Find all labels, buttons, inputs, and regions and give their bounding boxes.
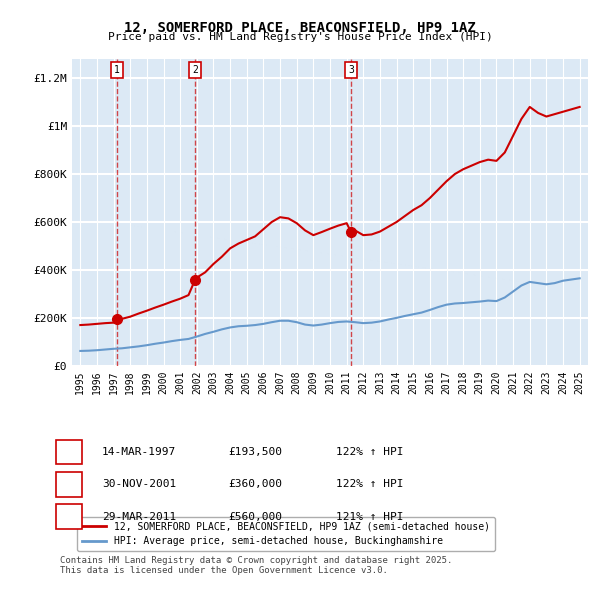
Text: 1: 1 bbox=[65, 447, 73, 457]
Text: 2: 2 bbox=[65, 480, 73, 489]
Text: 29-MAR-2011: 29-MAR-2011 bbox=[102, 512, 176, 522]
Text: 30-NOV-2001: 30-NOV-2001 bbox=[102, 480, 176, 489]
Legend: 12, SOMERFORD PLACE, BEACONSFIELD, HP9 1AZ (semi-detached house), HPI: Average p: 12, SOMERFORD PLACE, BEACONSFIELD, HP9 1… bbox=[77, 517, 494, 551]
Text: 2: 2 bbox=[192, 65, 198, 75]
Text: £193,500: £193,500 bbox=[228, 447, 282, 457]
Text: 14-MAR-1997: 14-MAR-1997 bbox=[102, 447, 176, 457]
Text: 122% ↑ HPI: 122% ↑ HPI bbox=[336, 480, 404, 489]
Text: 3: 3 bbox=[65, 512, 73, 522]
Text: £360,000: £360,000 bbox=[228, 480, 282, 489]
Text: 12, SOMERFORD PLACE, BEACONSFIELD, HP9 1AZ: 12, SOMERFORD PLACE, BEACONSFIELD, HP9 1… bbox=[124, 21, 476, 35]
Text: Price paid vs. HM Land Registry's House Price Index (HPI): Price paid vs. HM Land Registry's House … bbox=[107, 32, 493, 42]
Text: 1: 1 bbox=[114, 65, 120, 75]
Text: 121% ↑ HPI: 121% ↑ HPI bbox=[336, 512, 404, 522]
Text: 122% ↑ HPI: 122% ↑ HPI bbox=[336, 447, 404, 457]
Text: 3: 3 bbox=[348, 65, 354, 75]
Text: £560,000: £560,000 bbox=[228, 512, 282, 522]
Text: Contains HM Land Registry data © Crown copyright and database right 2025.
This d: Contains HM Land Registry data © Crown c… bbox=[60, 556, 452, 575]
